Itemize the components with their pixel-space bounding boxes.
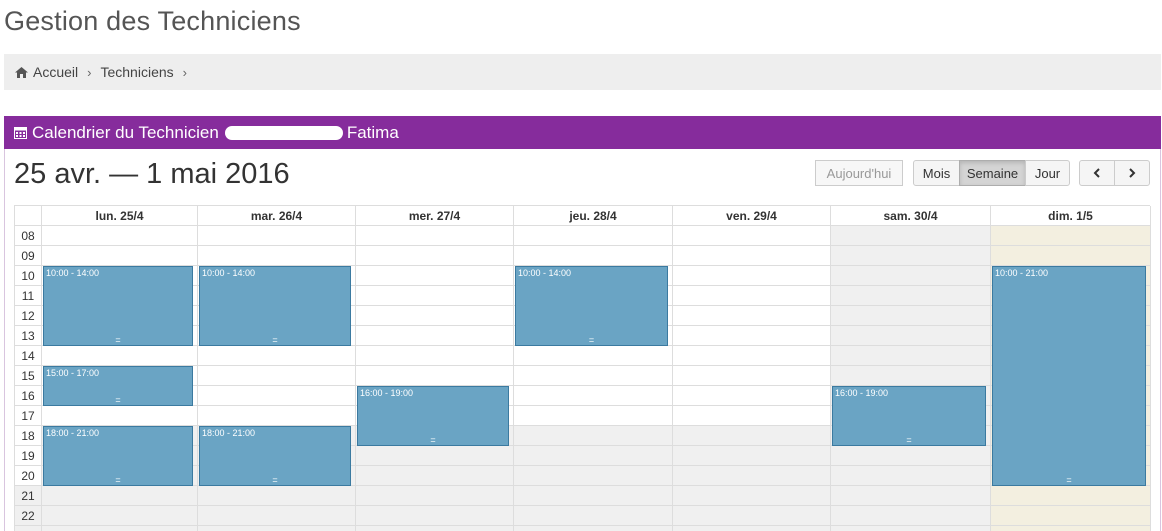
hour-label: 19 — [21, 449, 35, 463]
hour-gridline — [15, 485, 1150, 486]
hour-label: 20 — [21, 469, 35, 483]
panel-header: Calendrier du Technicien Fatima — [4, 116, 1161, 149]
view-week-button[interactable]: Semaine — [959, 160, 1026, 186]
breadcrumb-techniciens[interactable]: Techniciens — [100, 64, 174, 80]
breadcrumb-home[interactable]: Accueil — [33, 64, 79, 80]
event-time: 18:00 - 21:00 — [202, 428, 256, 438]
day-gridline — [990, 206, 991, 531]
calendar-event[interactable]: 10:00 - 14:00 = — [43, 266, 193, 346]
view-month-button[interactable]: Mois — [913, 160, 960, 186]
home-icon — [15, 66, 28, 78]
hour-label: 14 — [21, 349, 35, 363]
hour-label: 17 — [21, 409, 35, 423]
event-time: 10:00 - 14:00 — [518, 268, 572, 278]
calendar-icon — [14, 126, 27, 139]
calendar-event[interactable]: 10:00 - 21:00 = — [992, 266, 1146, 486]
day-gridline — [672, 206, 673, 531]
chevron-right-icon — [1129, 168, 1136, 178]
day-header: sam. 30/4 — [831, 206, 991, 226]
page-title: Gestion des Techniciens — [4, 6, 301, 36]
week-calendar-grid: 08 09 10 11 12 13 14 15 16 17 18 19 20 21 22 lun. 25/4 m… — [14, 205, 1151, 531]
hour-gridline — [15, 365, 1150, 366]
event-time: 15:00 - 17:00 — [46, 368, 100, 378]
today-button[interactable]: Aujourd'hui — [815, 160, 903, 186]
calendar-event[interactable]: 18:00 - 21:00 = — [43, 426, 193, 486]
day-header: jeu. 28/4 — [514, 206, 673, 226]
chevron-right-icon: › — [182, 64, 187, 80]
event-time: 10:00 - 14:00 — [202, 268, 256, 278]
hour-gridline — [15, 445, 1150, 446]
view-day-button[interactable]: Jour — [1025, 160, 1070, 186]
hour-label: 15 — [21, 369, 35, 383]
next-button[interactable] — [1114, 160, 1150, 186]
hour-gridline — [15, 425, 1150, 426]
event-resize-handle[interactable]: = — [1066, 475, 1072, 485]
event-resize-handle[interactable]: = — [430, 435, 436, 445]
hour-label: 08 — [21, 229, 35, 243]
event-time: 16:00 - 19:00 — [360, 388, 414, 398]
event-resize-handle[interactable]: = — [588, 335, 595, 345]
hour-label: 21 — [21, 489, 35, 503]
event-resize-handle[interactable]: = — [115, 475, 121, 485]
hour-label: 13 — [21, 329, 35, 343]
day-gridline — [513, 206, 514, 531]
event-resize-handle[interactable]: = — [115, 395, 121, 405]
prev-button[interactable] — [1079, 160, 1115, 186]
calendar-event[interactable]: 18:00 - 21:00 = — [199, 426, 351, 486]
hour-label: 22 — [21, 509, 35, 523]
hour-label: 09 — [21, 249, 35, 263]
calendar-event[interactable]: 16:00 - 19:00 = — [832, 386, 986, 446]
day-header: lun. 25/4 — [42, 206, 198, 226]
event-resize-handle[interactable]: = — [906, 435, 912, 445]
hour-gridline — [15, 245, 1150, 246]
event-time: 10:00 - 21:00 — [995, 268, 1049, 278]
day-gridline — [355, 206, 356, 531]
event-time: 10:00 - 14:00 — [46, 268, 100, 278]
hour-label: 11 — [21, 289, 35, 303]
day-column-bg — [831, 226, 991, 531]
hour-gridline — [15, 505, 1150, 506]
calendar-range-title: 25 avr. — 1 mai 2016 — [14, 158, 290, 190]
past-hours-bg — [15, 486, 42, 531]
day-gridline — [830, 206, 831, 531]
calendar-event[interactable]: 16:00 - 19:00 = — [357, 386, 509, 446]
hour-label: 16 — [21, 389, 35, 403]
day-gridline — [1150, 206, 1151, 531]
calendar-event[interactable]: 15:00 - 17:00 = — [43, 366, 193, 406]
breadcrumb: Accueil › Techniciens › — [4, 54, 1161, 90]
technician-name: Fatima — [346, 122, 399, 142]
event-resize-handle[interactable]: = — [272, 335, 278, 345]
event-resize-handle[interactable]: = — [115, 335, 121, 345]
hour-gridline — [15, 385, 1150, 386]
chevron-left-icon — [1093, 168, 1100, 178]
day-header: mar. 26/4 — [198, 206, 356, 226]
panel-body — [4, 149, 1161, 531]
calendar-event[interactable]: 10:00 - 14:00 = — [199, 266, 351, 346]
hour-label: 12 — [21, 309, 35, 323]
hour-label: 18 — [21, 429, 35, 443]
hour-gridline — [15, 525, 1150, 526]
redacted-name — [224, 125, 343, 140]
hour-gridline — [15, 465, 1150, 466]
hour-gridline — [15, 405, 1150, 406]
day-header: mer. 27/4 — [356, 206, 514, 226]
day-gridline — [41, 206, 42, 531]
calendar-event[interactable]: 10:00 - 14:00 = — [515, 266, 668, 346]
day-header: dim. 1/5 — [991, 206, 1151, 226]
day-gridline — [197, 206, 198, 531]
panel-title: Calendrier du Technicien — [32, 122, 219, 142]
day-header: ven. 29/4 — [673, 206, 831, 226]
hour-gridline — [15, 265, 1150, 266]
hour-label: 10 — [21, 269, 35, 283]
event-time: 18:00 - 21:00 — [46, 428, 100, 438]
chevron-right-icon: › — [87, 64, 92, 80]
event-resize-handle[interactable]: = — [272, 475, 278, 485]
event-time: 16:00 - 19:00 — [835, 388, 889, 398]
